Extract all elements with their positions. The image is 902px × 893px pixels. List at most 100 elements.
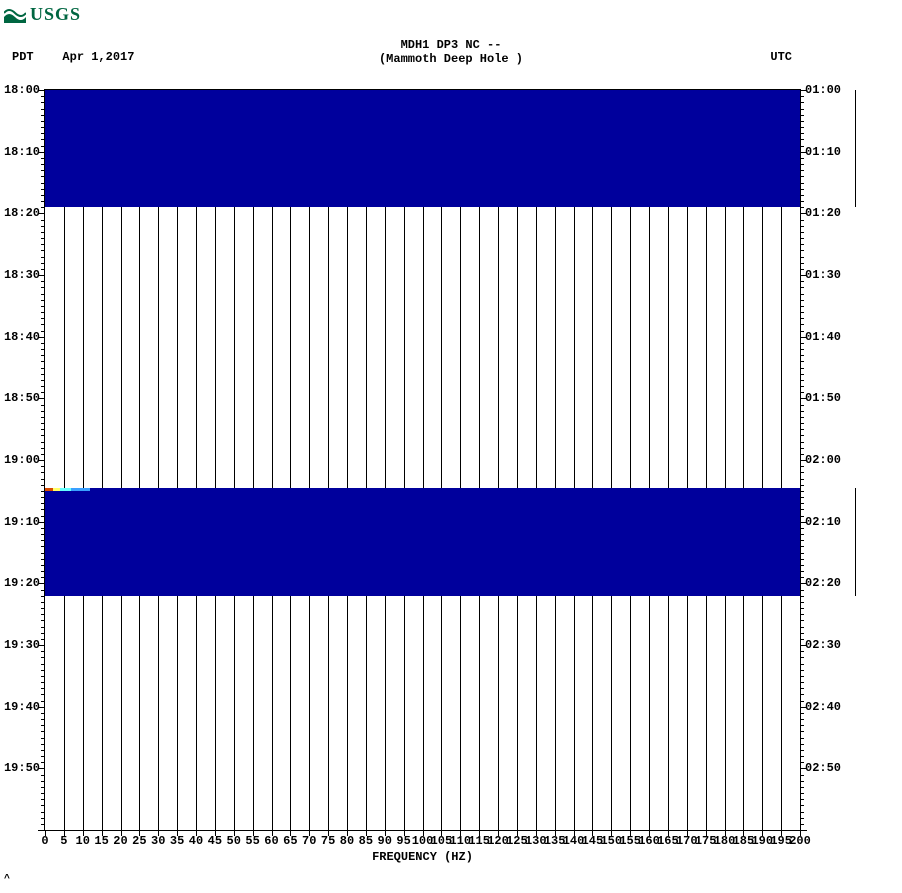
- x-tick-label: 55: [245, 834, 259, 848]
- x-tick-label: 45: [208, 834, 222, 848]
- x-tick-label: 90: [378, 834, 392, 848]
- y-tick-mark: [41, 386, 45, 387]
- y-tick-mark: [800, 639, 804, 640]
- y-tick-mark: [800, 799, 804, 800]
- y-tick-mark: [800, 516, 804, 517]
- y-tick-mark: [41, 762, 45, 763]
- y-tick-mark: [800, 571, 804, 572]
- x-tick-label: 60: [264, 834, 278, 848]
- y-tick-mark: [41, 448, 45, 449]
- y-tick-mark: [800, 287, 804, 288]
- y-tick-label-left: 19:10: [4, 515, 40, 529]
- y-tick-mark: [41, 688, 45, 689]
- x-tick-label: 15: [94, 834, 108, 848]
- y-tick-mark: [800, 257, 804, 258]
- y-tick-mark: [800, 318, 804, 319]
- y-tick-mark: [41, 497, 45, 498]
- y-tick-mark: [800, 207, 804, 208]
- y-tick-mark: [800, 824, 804, 825]
- y-tick-label-right: 02:00: [805, 453, 841, 467]
- y-tick-mark: [800, 627, 804, 628]
- y-tick-label-right: 02:40: [805, 700, 841, 714]
- y-tick-mark: [41, 331, 45, 332]
- y-tick-mark: [41, 244, 45, 245]
- x-tick-label: 50: [227, 834, 241, 848]
- y-tick-mark: [800, 818, 804, 819]
- y-tick-mark: [41, 300, 45, 301]
- y-tick-mark: [800, 812, 804, 813]
- y-tick-mark: [41, 176, 45, 177]
- y-tick-mark: [41, 324, 45, 325]
- y-tick-mark: [800, 250, 804, 251]
- y-tick-mark: [800, 220, 804, 221]
- y-tick-label-left: 18:50: [4, 391, 40, 405]
- y-tick-mark: [800, 380, 804, 381]
- y-tick-mark: [41, 146, 45, 147]
- y-tick-label-right: 02:30: [805, 638, 841, 652]
- y-tick-mark: [41, 577, 45, 578]
- y-tick-mark: [41, 226, 45, 227]
- y-tick-mark: [800, 133, 804, 134]
- y-tick-mark: [800, 405, 804, 406]
- y-tick-mark: [41, 442, 45, 443]
- y-tick-mark: [800, 164, 804, 165]
- y-tick-mark: [41, 238, 45, 239]
- y-tick-mark: [800, 614, 804, 615]
- y-tick-mark: [41, 250, 45, 251]
- x-axis-label: FREQUENCY (HZ): [45, 850, 800, 864]
- y-tick-mark: [41, 781, 45, 782]
- y-tick-mark: [800, 361, 804, 362]
- y-tick-mark: [41, 608, 45, 609]
- y-tick-mark: [41, 207, 45, 208]
- y-tick-mark: [800, 793, 804, 794]
- y-tick-mark: [41, 818, 45, 819]
- y-tick-mark: [41, 602, 45, 603]
- y-tick-mark: [41, 454, 45, 455]
- y-tick-mark: [800, 146, 804, 147]
- y-tick-mark: [800, 312, 804, 313]
- chart-header: MDH1 DP3 NC -- (Mammoth Deep Hole ) PDT …: [0, 38, 902, 66]
- y-tick-label-left: 19:30: [4, 638, 40, 652]
- y-tick-mark: [41, 158, 45, 159]
- y-tick-mark: [41, 164, 45, 165]
- y-tick-mark: [800, 590, 804, 591]
- y-tick-mark: [41, 565, 45, 566]
- y-tick-mark: [800, 731, 804, 732]
- x-tick-label: 20: [113, 834, 127, 848]
- y-tick-mark: [41, 787, 45, 788]
- y-tick-mark: [41, 281, 45, 282]
- y-tick-mark: [41, 756, 45, 757]
- y-tick-mark: [41, 183, 45, 184]
- y-tick-mark: [800, 534, 804, 535]
- y-tick-mark: [800, 472, 804, 473]
- y-tick-mark: [800, 750, 804, 751]
- y-tick-mark: [41, 189, 45, 190]
- spectrogram-streak: [60, 488, 71, 491]
- y-tick-mark: [800, 738, 804, 739]
- y-tick-mark: [41, 263, 45, 264]
- y-tick-mark: [41, 805, 45, 806]
- y-tick-label-right: 02:50: [805, 761, 841, 775]
- y-tick-label-left: 18:10: [4, 145, 40, 159]
- y-tick-mark: [41, 405, 45, 406]
- y-tick-mark: [41, 479, 45, 480]
- y-tick-label-right: 01:40: [805, 330, 841, 344]
- y-tick-label-right: 01:10: [805, 145, 841, 159]
- y-tick-mark: [41, 793, 45, 794]
- spectrogram-band: [45, 488, 800, 596]
- y-tick-mark: [800, 429, 804, 430]
- chart-title-line2: (Mammoth Deep Hole ): [0, 52, 902, 66]
- y-tick-label-left: 19:50: [4, 761, 40, 775]
- y-tick-mark: [800, 195, 804, 196]
- y-tick-mark: [41, 109, 45, 110]
- y-tick-label-left: 19:20: [4, 576, 40, 590]
- y-tick-mark: [800, 565, 804, 566]
- y-tick-mark: [41, 516, 45, 517]
- chart-title-line1: MDH1 DP3 NC --: [0, 38, 902, 52]
- y-tick-mark: [800, 170, 804, 171]
- y-tick-mark: [800, 620, 804, 621]
- y-tick-label-right: 01:00: [805, 83, 841, 97]
- y-tick-mark: [800, 756, 804, 757]
- y-tick-mark: [41, 220, 45, 221]
- amplitude-bar: [855, 90, 856, 207]
